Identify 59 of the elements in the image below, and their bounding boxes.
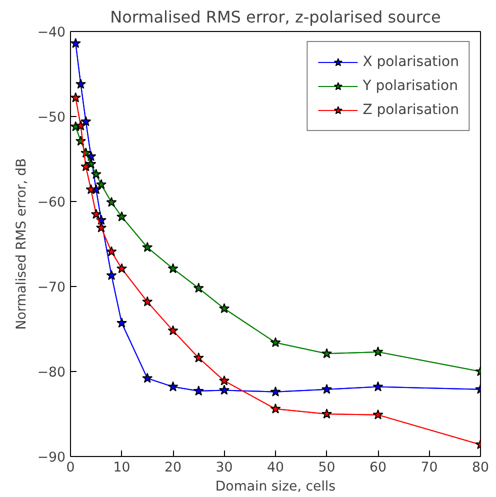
point (90, 168, 102, 179)
point (142, 296, 153, 306)
point (116, 263, 128, 274)
x-tick-label: 40 (267, 460, 284, 476)
point (321, 408, 332, 419)
point (142, 242, 153, 252)
legend-label: Y polarisation (362, 78, 458, 94)
point (75, 78, 86, 89)
point (168, 381, 178, 392)
point (142, 372, 153, 383)
point (218, 384, 230, 395)
x-tick-label: 20 (164, 460, 182, 476)
point (80, 116, 92, 126)
point (86, 184, 96, 194)
x-tick-label: 80 (472, 460, 489, 476)
point (321, 348, 332, 358)
point (70, 38, 81, 48)
point (372, 409, 384, 420)
point (116, 211, 128, 222)
y-tick-label: −40 (37, 26, 66, 40)
point (270, 403, 281, 414)
point (218, 375, 230, 386)
point (321, 384, 332, 394)
legend-label: X polarisation (362, 54, 459, 70)
point (193, 386, 204, 396)
x-tick-label: 0 (66, 460, 75, 476)
point (372, 346, 384, 356)
legend-label: Z polarisation (362, 102, 459, 118)
point (80, 161, 92, 172)
point (193, 352, 204, 362)
point (116, 318, 128, 328)
point (218, 303, 230, 314)
y-tick-label: −80 (37, 366, 66, 380)
point (106, 270, 117, 280)
point (96, 179, 107, 190)
x-axis-title: Domain size, cells (215, 480, 336, 494)
y-tick-label: −50 (37, 110, 66, 126)
point (193, 282, 204, 293)
point (270, 386, 281, 396)
y-tick-label: −60 (37, 196, 66, 210)
point (70, 92, 81, 102)
point (168, 325, 178, 336)
x-tick-label: 10 (113, 460, 130, 476)
y-tick-label: −90 (37, 450, 66, 466)
point (106, 246, 117, 256)
point (75, 120, 86, 130)
x-tick-label: 70 (420, 460, 438, 476)
point (96, 222, 107, 232)
point (168, 263, 178, 274)
point (372, 381, 384, 392)
x-tick-label: 60 (370, 460, 386, 476)
y-tick-label: −70 (37, 280, 66, 296)
x-tick-label: 50 (318, 460, 336, 476)
point (106, 196, 117, 207)
chart-title: Normalised RMS error, z-polarised source (110, 8, 441, 26)
point (270, 337, 281, 348)
x-tick-label: 30 (216, 460, 233, 476)
point (90, 208, 102, 219)
y-axis-title: Normalised RMS error, dB (14, 158, 30, 330)
